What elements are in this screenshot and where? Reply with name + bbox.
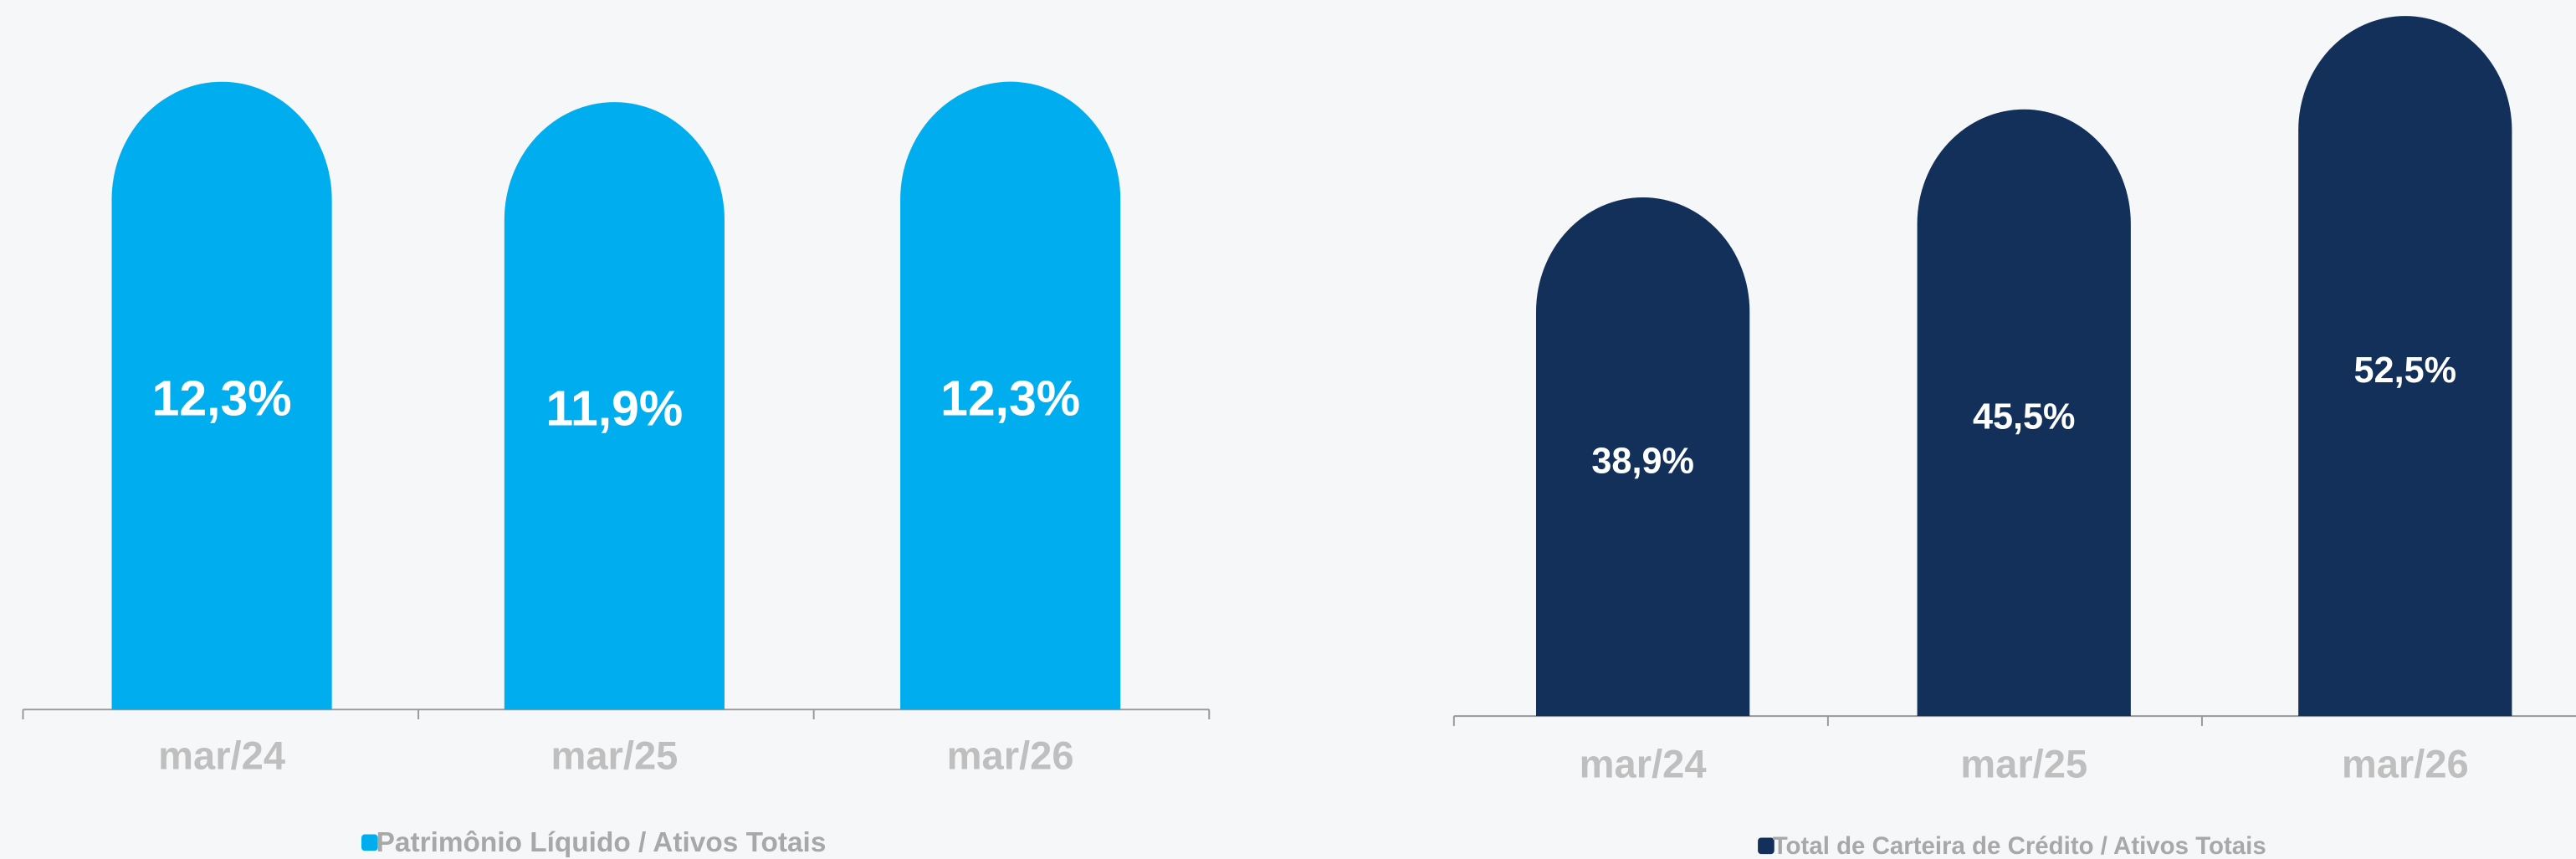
- x-tick-label: mar/24: [1580, 741, 1707, 785]
- value-label: 12,3%: [152, 371, 292, 426]
- value-label: 11,9%: [546, 382, 684, 437]
- legend-swatch: [361, 834, 378, 851]
- legend-label: Total de Carteira de Crédito / Ativos To…: [1773, 832, 2266, 859]
- bar: [504, 102, 725, 710]
- x-tick-label: mar/24: [158, 734, 285, 778]
- legend-label: Patrimônio Líquido / Ativos Totais: [376, 827, 827, 858]
- value-label: 52,5%: [2354, 350, 2456, 391]
- bar: [111, 81, 332, 710]
- value-label: 12,3%: [940, 371, 1080, 426]
- x-tick-label: mar/25: [1960, 741, 2087, 785]
- value-label: 38,9%: [1591, 441, 1693, 481]
- legend-swatch: [1758, 837, 1775, 855]
- bar: [2298, 16, 2512, 717]
- x-tick-label: mar/26: [947, 734, 1074, 778]
- x-tick-label: mar/25: [551, 734, 678, 778]
- x-tick-label: mar/26: [2342, 741, 2469, 785]
- bar: [1917, 109, 2131, 717]
- bar: [1536, 197, 1750, 717]
- bar: [900, 81, 1121, 710]
- value-label: 45,5%: [1973, 397, 2075, 437]
